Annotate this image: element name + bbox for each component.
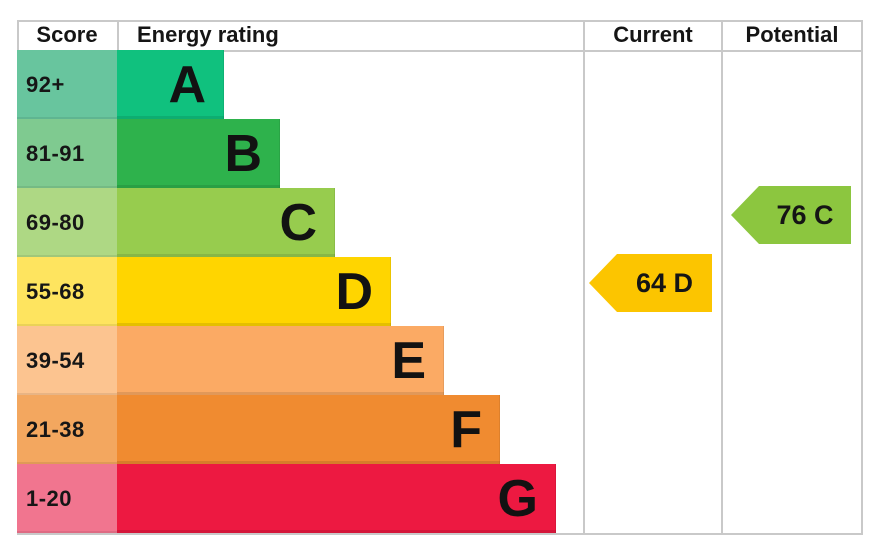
current-rating-arrow: 64 D [589, 254, 712, 312]
rating-bar-a: A [117, 50, 224, 119]
current-column-divider [583, 20, 585, 535]
rating-bar-e: E [117, 326, 444, 395]
score-cell-d: 55-68 [17, 257, 117, 326]
score-cell-c: 69-80 [17, 188, 117, 257]
rating-bar-d: D [117, 257, 391, 326]
score-cell-e: 39-54 [17, 326, 117, 395]
current-rating-label: 64 D [635, 267, 694, 298]
score-range-label: 55-68 [26, 278, 85, 304]
table-bottom-border [17, 533, 863, 535]
score-cell-a: 92+ [17, 50, 117, 119]
rating-bar-g: G [117, 464, 556, 533]
potential-column-divider [721, 20, 723, 535]
band-row-g: 1-20 G [17, 464, 863, 533]
band-row-f: 21-38 F [17, 395, 863, 464]
table-top-border [17, 20, 863, 22]
potential-rating-label: 76 C [776, 199, 834, 230]
band-letter-a: A [168, 55, 206, 114]
score-cell-b: 81-91 [17, 119, 117, 188]
band-row-e: 39-54 E [17, 326, 863, 395]
table-right-border [861, 20, 863, 535]
header-current: Current [613, 22, 693, 47]
rating-bar-f: F [117, 395, 500, 464]
header-energy-rating: Energy rating [137, 22, 279, 47]
band-letter-d: D [335, 262, 373, 321]
band-row-c: 69-80 C [17, 188, 863, 257]
rating-bar-c: C [117, 188, 335, 257]
header-bottom-border [17, 50, 863, 52]
score-range-label: 21-38 [26, 416, 85, 442]
band-letter-f: F [450, 400, 482, 459]
band-row-a: 92+ A [17, 50, 863, 119]
header-potential: Potential [745, 22, 839, 47]
score-range-label: 69-80 [26, 209, 85, 235]
band-row-b: 81-91 B [17, 119, 863, 188]
band-letter-c: C [279, 193, 317, 252]
band-letter-e: E [391, 331, 426, 390]
score-cell-g: 1-20 [17, 464, 117, 533]
band-letter-g: G [497, 469, 538, 528]
score-range-label: 39-54 [26, 347, 85, 373]
score-range-label: 1-20 [26, 485, 73, 511]
score-cell-f: 21-38 [17, 395, 117, 464]
score-range-label: 81-91 [26, 140, 85, 166]
rating-bar-b: B [117, 119, 280, 188]
band-letter-b: B [224, 124, 262, 183]
header-score: Score [36, 22, 98, 47]
score-column-divider [117, 20, 119, 52]
potential-rating-arrow: 76 C [731, 186, 851, 244]
score-range-label: 92+ [26, 71, 65, 97]
band-row-d: 55-68 D [17, 257, 863, 326]
